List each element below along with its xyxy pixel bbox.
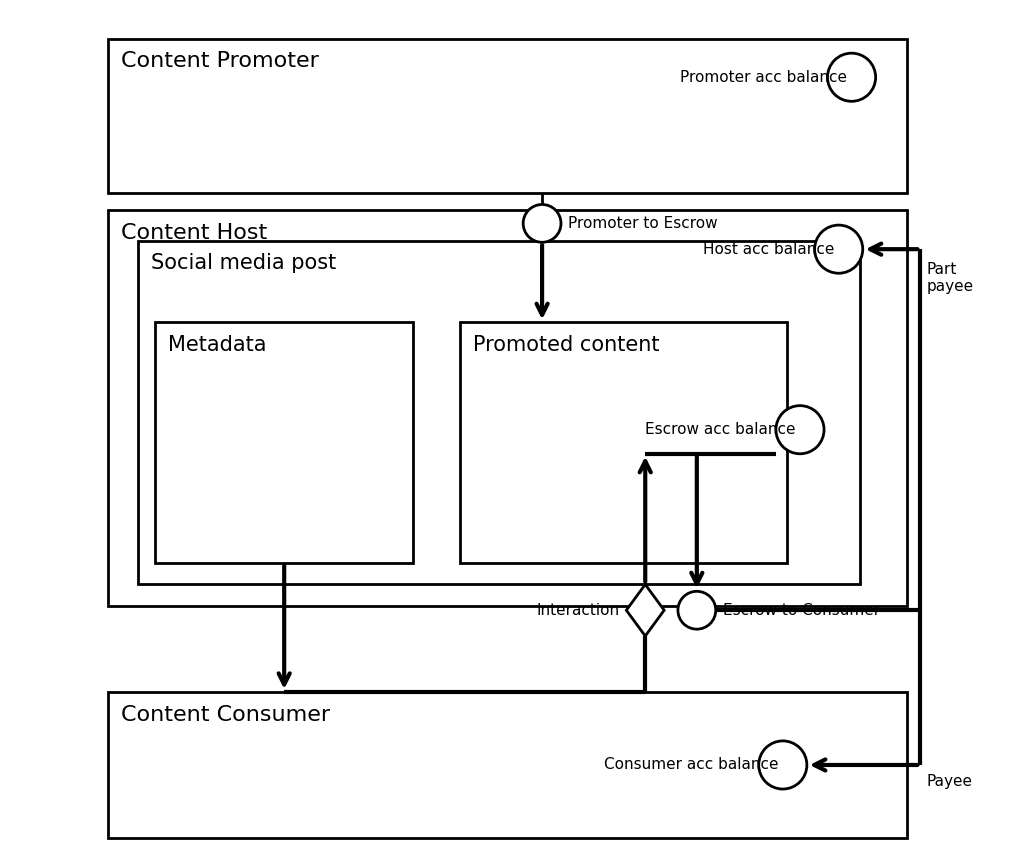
Text: Social media post: Social media post [151,253,336,273]
Bar [156,322,413,563]
Text: Content Promoter: Content Promoter [121,51,318,71]
Circle shape [815,225,863,273]
Text: Content Host: Content Host [121,223,267,243]
Bar [108,210,907,606]
Text: Promoter acc balance: Promoter acc balance [680,69,847,85]
Text: Escrow acc balance: Escrow acc balance [645,422,796,437]
Bar [108,692,907,838]
Text: Part
payee: Part payee [927,262,974,294]
Circle shape [827,53,876,102]
Bar [461,322,787,563]
Bar [108,38,907,194]
Text: Payee: Payee [927,773,973,788]
Circle shape [759,741,807,789]
Text: Promoted content: Promoted content [473,335,659,355]
Circle shape [678,591,716,629]
Text: Interaction: Interaction [537,602,620,618]
Circle shape [776,405,824,454]
Text: Escrow to Consumer: Escrow to Consumer [723,602,880,618]
Text: Metadata: Metadata [168,335,266,355]
Text: Consumer acc balance: Consumer acc balance [604,758,778,773]
Text: Host acc balance: Host acc balance [703,241,835,257]
Text: Content Consumer: Content Consumer [121,705,330,725]
Circle shape [523,205,561,242]
Bar [138,240,860,584]
Polygon shape [627,584,665,636]
Text: Promoter to Escrow: Promoter to Escrow [568,216,718,231]
